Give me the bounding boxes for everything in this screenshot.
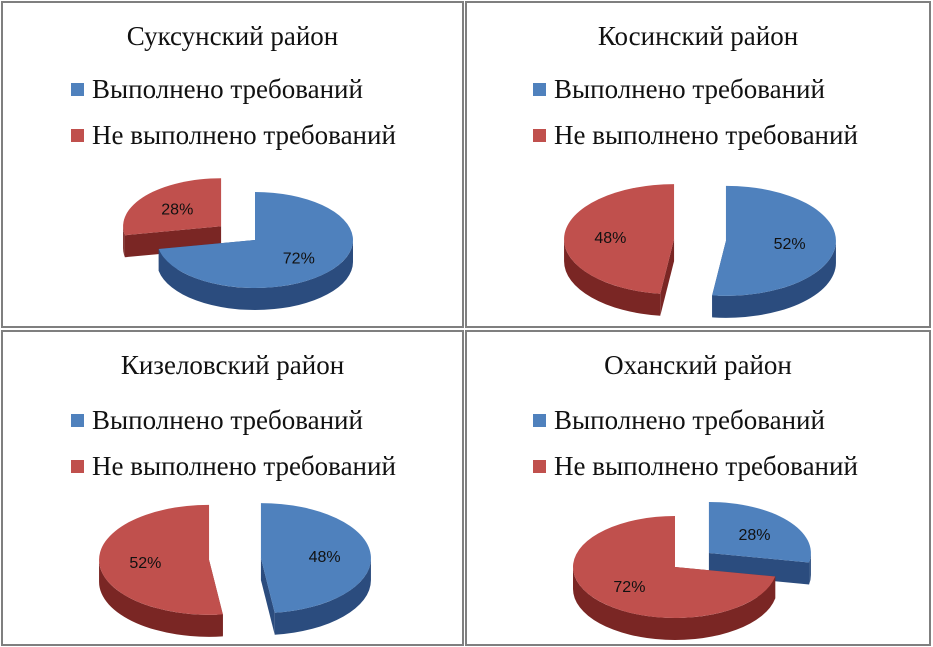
legend-label-done: Выполнено требований — [92, 405, 363, 435]
pie-data-label: 28% — [738, 527, 770, 544]
legend-item-not-done: Не выполнено требований — [533, 120, 858, 151]
pie-slice-side — [158, 240, 353, 310]
legend-swatch-not-done — [533, 460, 546, 473]
pie-data-label: 52% — [774, 236, 806, 253]
legend-swatch-done — [71, 414, 84, 427]
pie-slice-side — [99, 559, 223, 637]
legend-swatch-done — [533, 83, 546, 96]
legend-item-not-done: Не выполнено требований — [533, 451, 858, 482]
legend-label-done: Выполнено требований — [554, 74, 825, 104]
pie-slice-cut — [660, 239, 675, 316]
legend-item-done: Выполнено требований — [533, 74, 825, 105]
pie-data-label: 52% — [129, 555, 161, 572]
pie-slice-done: 52% — [712, 185, 836, 318]
pie-chart: 28% 72% — [573, 501, 811, 640]
pie-slice-side — [564, 239, 661, 316]
pie-chart: 48% 52% — [99, 503, 371, 637]
pie-slice-top — [712, 185, 836, 296]
legend-swatch-done — [533, 414, 546, 427]
pie-slice-cut — [260, 558, 275, 635]
legend-swatch-not-done — [533, 129, 546, 142]
chart-title: Оханский район — [604, 350, 792, 380]
chart-panel-suksun: Суксунский район Выполнено требований Не… — [1, 1, 464, 328]
chart-title: Кизеловский район — [120, 350, 345, 380]
pie-slice-side — [123, 226, 125, 258]
pie-slice-not-done: 48% — [564, 184, 675, 316]
chart-panel-kizel: Кизеловский район Выполнено требований Н… — [1, 330, 464, 646]
pie-data-label: 28% — [161, 202, 193, 219]
pie-data-label: 72% — [283, 251, 315, 268]
pie-chart: 28% 72% — [123, 178, 353, 310]
pie-data-label: 72% — [613, 579, 645, 596]
pie-slice-side — [809, 552, 811, 585]
pie-slice-done: 72% — [158, 192, 353, 310]
legend-item-done: Выполнено требований — [533, 405, 825, 436]
legend-swatch-done — [71, 83, 84, 96]
chart-title: Косинский район — [597, 21, 799, 51]
legend-label-not-done: Не выполнено требований — [554, 451, 858, 481]
legend-swatch-not-done — [71, 129, 84, 142]
pie-slice-side — [712, 240, 836, 318]
pie-slice-top — [573, 516, 776, 618]
pie-slice-top — [260, 503, 371, 613]
chart-title: Суксунский район — [126, 21, 339, 51]
pie-slice-side — [573, 567, 776, 640]
legend-label-not-done: Не выполнено требований — [554, 120, 858, 150]
legend-label-done: Выполнено требований — [92, 74, 363, 104]
legend-label-not-done: Не выполнено требований — [92, 120, 396, 150]
pie-slice-top — [158, 192, 353, 288]
pie-slice-top — [123, 178, 222, 236]
pie-chart: 48% 52% — [564, 184, 836, 318]
chart-panel-okhansk: Оханский район Выполнено требований Не в… — [465, 330, 931, 646]
legend-item-done: Выполнено требований — [71, 405, 363, 436]
pie-slice-not-done: 72% — [573, 516, 776, 640]
pie-slice-not-done: 52% — [99, 504, 223, 637]
pie-data-label: 48% — [594, 230, 626, 247]
pie-slice-side — [274, 558, 371, 635]
legend-swatch-not-done — [71, 460, 84, 473]
legend-label-done: Выполнено требований — [554, 405, 825, 435]
chart-panel-kosa: Косинский район Выполнено требований Не … — [465, 1, 931, 328]
legend-item-not-done: Не выполнено требований — [71, 120, 396, 151]
legend-item-not-done: Не выполнено требований — [71, 451, 396, 482]
pie-slice-top — [564, 184, 675, 294]
legend-label-not-done: Не выполнено требований — [92, 451, 396, 481]
pie-slice-top — [99, 504, 223, 615]
pie-slice-done: 48% — [260, 503, 371, 635]
legend-item-done: Выполнено требований — [71, 74, 363, 105]
pie-slice-top — [708, 501, 811, 563]
pie-data-label: 48% — [309, 549, 341, 566]
